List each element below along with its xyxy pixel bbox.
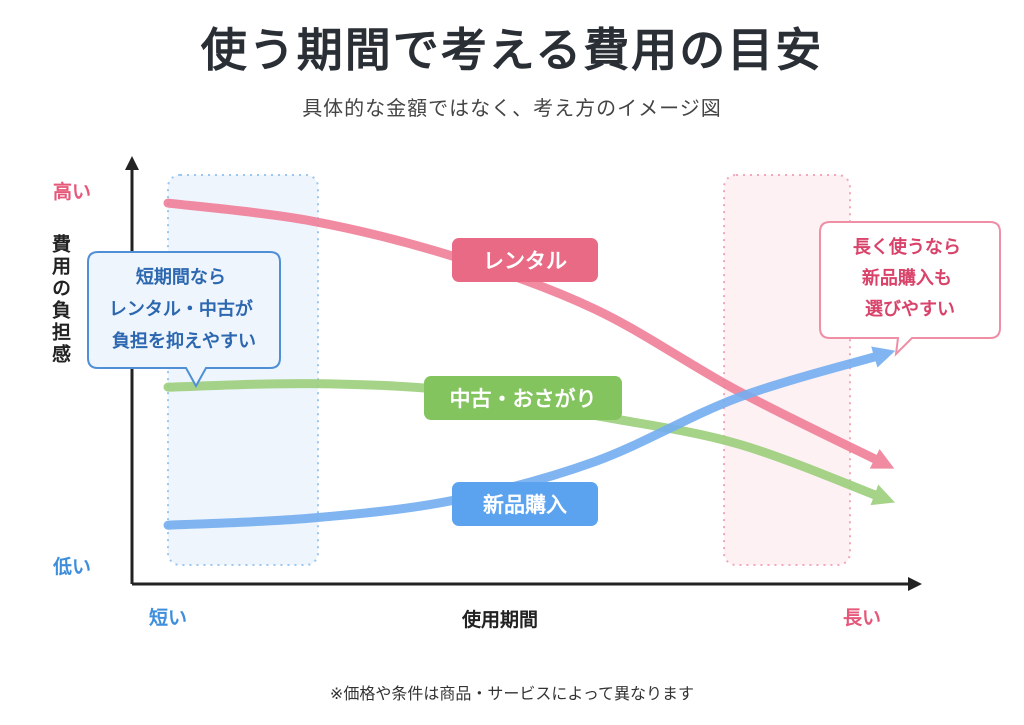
x-tick-end: 長い <box>843 607 881 629</box>
series-label-rental: レンタル <box>452 238 598 282</box>
y-tick-high: 高い <box>53 180 91 203</box>
callout-long-period: 長く使うなら 新品購入も 選びやすい <box>819 221 1001 357</box>
y-axis-label: 費用の負担感 <box>49 233 71 366</box>
footnote: ※価格や条件は商品・サービスによって異なります <box>329 684 695 703</box>
page-title: 使う期間で考える費用の目安 <box>200 23 824 77</box>
callout-long-text: 長く使うなら 新品購入も 選びやすい <box>853 237 967 320</box>
series-label-new: 新品購入 <box>452 482 598 526</box>
x-tick-start: 短い <box>149 606 187 629</box>
callout-short-text: 短期間なら レンタル・中古が 負担を抑えやすい <box>109 266 259 352</box>
series-line-2 <box>163 346 896 530</box>
x-axis-label: 使用期間 <box>461 609 538 631</box>
series-label-new-text: 新品購入 <box>483 493 567 517</box>
page-subtitle: 具体的な金額ではなく、考え方のイメージ図 <box>302 96 722 120</box>
callout-short-period: 短期間なら レンタル・中古が 負担を抑えやすい <box>87 251 281 389</box>
long-period-region <box>723 174 851 566</box>
series-label-rental-text: レンタル <box>483 249 567 273</box>
series-label-used: 中古・おさがり <box>424 376 622 420</box>
y-tick-low: 低い <box>52 555 91 578</box>
series-label-used-text: 中古・おさがり <box>450 387 597 411</box>
